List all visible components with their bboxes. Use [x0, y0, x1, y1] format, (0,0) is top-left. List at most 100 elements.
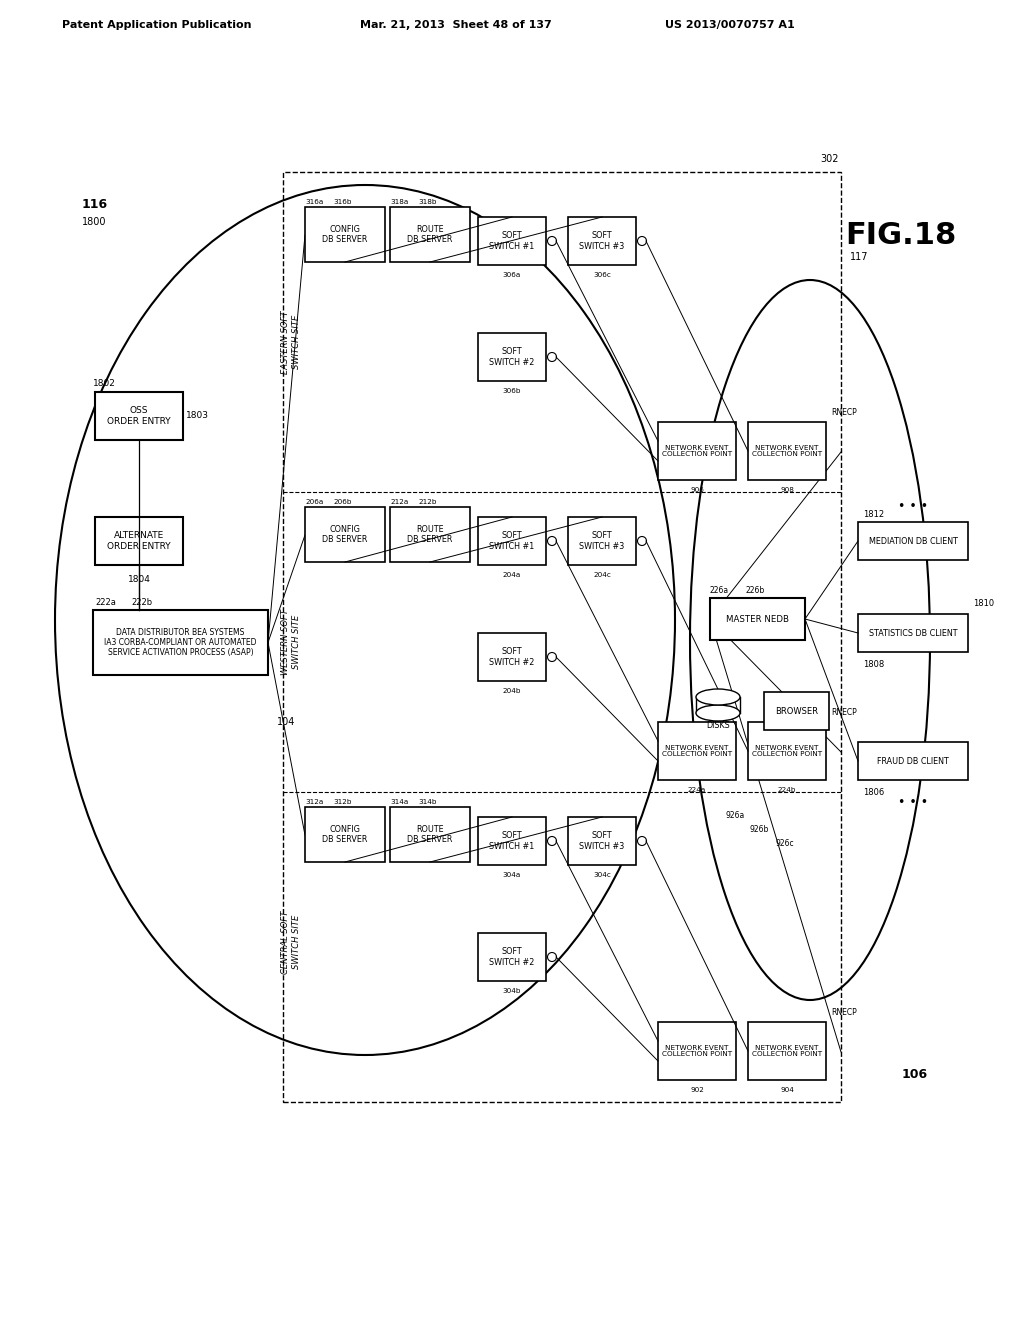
Text: 1808: 1808 — [863, 660, 885, 669]
Text: NETWORK EVENT
COLLECTION POINT: NETWORK EVENT COLLECTION POINT — [752, 1044, 822, 1057]
Bar — [568, 517, 636, 565]
Text: CONFIG
DB SERVER: CONFIG DB SERVER — [323, 825, 368, 845]
Text: NETWORK EVENT
COLLECTION POINT: NETWORK EVENT COLLECTION POINT — [662, 744, 732, 758]
Text: 304a: 304a — [503, 873, 521, 878]
Text: 1802: 1802 — [93, 379, 116, 388]
Text: 314a: 314a — [390, 799, 409, 805]
Bar — [858, 521, 968, 560]
Text: MEDIATION DB CLIENT: MEDIATION DB CLIENT — [868, 536, 957, 545]
Text: 316b: 316b — [333, 199, 351, 205]
Bar — [478, 933, 546, 981]
Text: US 2013/0070757 A1: US 2013/0070757 A1 — [665, 20, 795, 30]
Text: 1804: 1804 — [128, 576, 151, 583]
Text: 117: 117 — [850, 252, 868, 261]
Text: 304b: 304b — [503, 987, 521, 994]
Text: NETWORK EVENT
COLLECTION POINT: NETWORK EVENT COLLECTION POINT — [752, 744, 822, 758]
Bar — [710, 598, 805, 640]
Bar — [748, 1022, 826, 1080]
Text: 222a: 222a — [95, 598, 116, 607]
Text: 316a: 316a — [305, 199, 324, 205]
Bar — [390, 507, 470, 562]
Text: 1803: 1803 — [186, 412, 209, 421]
Bar — [658, 722, 736, 780]
Text: 204a: 204a — [503, 572, 521, 578]
Text: 1806: 1806 — [863, 788, 885, 797]
Text: NETWORK EVENT
COLLECTION POINT: NETWORK EVENT COLLECTION POINT — [662, 1044, 732, 1057]
Text: 306b: 306b — [503, 388, 521, 393]
Text: • • •: • • • — [898, 499, 928, 512]
Text: 206b: 206b — [333, 499, 351, 506]
Text: RNECP: RNECP — [831, 708, 857, 717]
Text: 306c: 306c — [593, 272, 611, 279]
Text: DATA DISTRIBUTOR BEA SYSTEMS
IA3 CORBA-COMPLIANT OR AUTOMATED
SERVICE ACTIVATION: DATA DISTRIBUTOR BEA SYSTEMS IA3 CORBA-C… — [104, 627, 257, 657]
Ellipse shape — [696, 689, 740, 705]
Text: 222b: 222b — [131, 598, 153, 607]
Text: 926a: 926a — [725, 810, 744, 820]
Text: 926c: 926c — [775, 840, 794, 849]
Text: WESTERN SOFT
SWITCH SITE: WESTERN SOFT SWITCH SITE — [282, 609, 301, 675]
Text: 908: 908 — [780, 487, 794, 492]
Text: 206a: 206a — [305, 499, 324, 506]
Bar — [478, 216, 546, 265]
Bar — [568, 817, 636, 865]
Text: SOFT
SWITCH #1: SOFT SWITCH #1 — [489, 231, 535, 251]
Text: ROUTE
DB SERVER: ROUTE DB SERVER — [408, 224, 453, 244]
Bar — [764, 692, 829, 730]
Text: BROWSER: BROWSER — [775, 706, 818, 715]
Text: SOFT
SWITCH #3: SOFT SWITCH #3 — [580, 531, 625, 550]
Text: 1800: 1800 — [82, 216, 106, 227]
Bar — [478, 517, 546, 565]
Text: 212a: 212a — [390, 499, 409, 506]
Text: 226b: 226b — [746, 586, 765, 595]
Text: STATISTICS DB CLIENT: STATISTICS DB CLIENT — [868, 628, 957, 638]
Text: 306a: 306a — [503, 272, 521, 279]
Text: SOFT
SWITCH #3: SOFT SWITCH #3 — [580, 231, 625, 251]
Text: SOFT
SWITCH #1: SOFT SWITCH #1 — [489, 531, 535, 550]
Ellipse shape — [696, 705, 740, 721]
Text: 302: 302 — [820, 154, 839, 164]
Text: SOFT
SWITCH #3: SOFT SWITCH #3 — [580, 832, 625, 850]
Text: 314b: 314b — [418, 799, 436, 805]
Text: CENTRAL SOFT
SWITCH SITE: CENTRAL SOFT SWITCH SITE — [282, 911, 301, 974]
Bar — [858, 742, 968, 780]
Text: MASTER NEDB: MASTER NEDB — [726, 615, 790, 623]
Text: 224b: 224b — [778, 787, 797, 793]
Text: 304c: 304c — [593, 873, 611, 878]
Text: RNECP: RNECP — [831, 1008, 857, 1016]
Text: FIG.18: FIG.18 — [845, 220, 956, 249]
Text: 1812: 1812 — [863, 510, 884, 519]
Text: NETWORK EVENT
COLLECTION POINT: NETWORK EVENT COLLECTION POINT — [662, 445, 732, 458]
Bar — [305, 807, 385, 862]
Text: 224a: 224a — [688, 787, 707, 793]
Text: ROUTE
DB SERVER: ROUTE DB SERVER — [408, 525, 453, 544]
Bar — [748, 422, 826, 480]
Bar — [478, 817, 546, 865]
Bar — [93, 610, 268, 675]
Text: 904: 904 — [780, 1086, 794, 1093]
Text: CONFIG
DB SERVER: CONFIG DB SERVER — [323, 525, 368, 544]
Text: 312b: 312b — [333, 799, 351, 805]
Text: SOFT
SWITCH #2: SOFT SWITCH #2 — [489, 948, 535, 966]
Text: 226a: 226a — [710, 586, 729, 595]
Text: OSS
ORDER ENTRY: OSS ORDER ENTRY — [108, 407, 171, 425]
Text: 906: 906 — [690, 487, 703, 492]
Text: SOFT
SWITCH #1: SOFT SWITCH #1 — [489, 832, 535, 850]
Bar — [283, 172, 841, 1102]
Text: RNECP: RNECP — [831, 408, 857, 417]
Bar — [478, 634, 546, 681]
Text: NETWORK EVENT
COLLECTION POINT: NETWORK EVENT COLLECTION POINT — [752, 445, 822, 458]
Text: DISKS: DISKS — [707, 721, 730, 730]
Bar — [390, 207, 470, 261]
Bar — [748, 722, 826, 780]
Text: ROUTE
DB SERVER: ROUTE DB SERVER — [408, 825, 453, 845]
Text: 212b: 212b — [418, 499, 436, 506]
Bar — [858, 614, 968, 652]
Bar — [305, 207, 385, 261]
Text: 204b: 204b — [503, 688, 521, 694]
Text: FRAUD DB CLIENT: FRAUD DB CLIENT — [878, 756, 949, 766]
Text: EASTERN SOFT
SWITCH SITE: EASTERN SOFT SWITCH SITE — [282, 310, 301, 374]
Text: Patent Application Publication: Patent Application Publication — [62, 20, 252, 30]
Text: 204c: 204c — [593, 572, 611, 578]
Text: 926b: 926b — [750, 825, 769, 834]
Text: SOFT
SWITCH #2: SOFT SWITCH #2 — [489, 347, 535, 367]
